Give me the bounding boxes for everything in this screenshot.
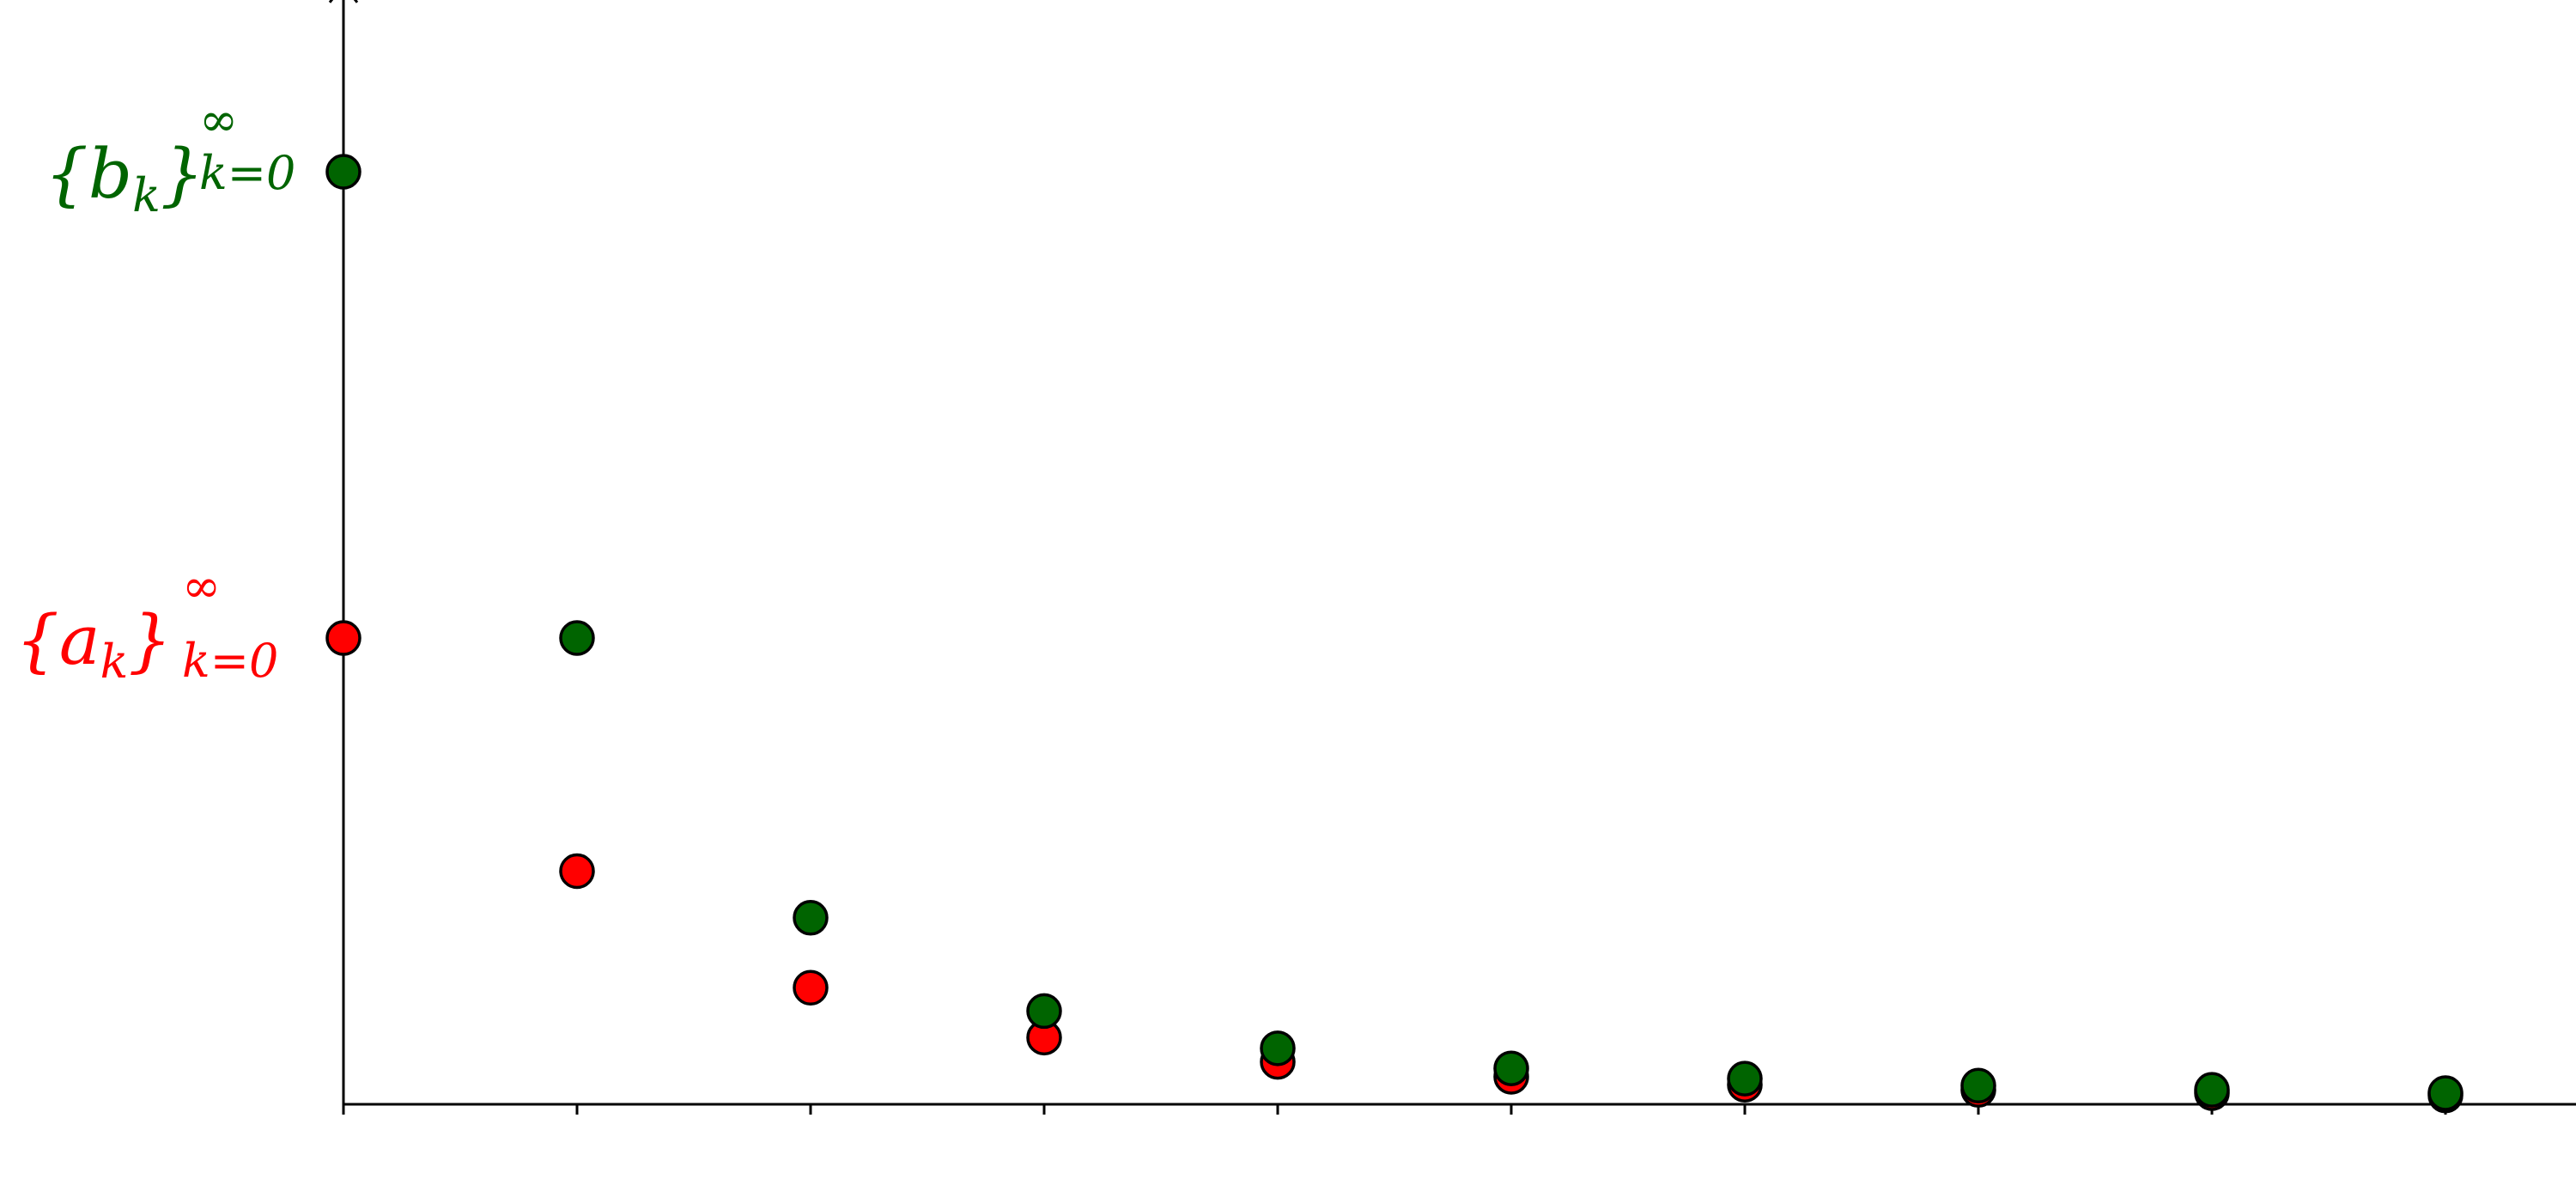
point-b-1 [559,620,595,656]
x-ticks [342,1104,2447,1115]
label-b-symbol: b [88,134,132,214]
point-b-9 [2427,1075,2464,1111]
series-label-b: {bk} [45,134,204,222]
point-a-1 [559,853,595,890]
label-b-brace-open: { [45,134,88,214]
point-a-2 [793,969,829,1006]
data-points [325,154,2464,1114]
label-a-superscript: ∞ [182,559,221,613]
point-b-6 [1727,1060,1763,1097]
point-b-4 [1260,1030,1296,1066]
point-a-0 [325,620,361,656]
label-a-brace-close: } [128,600,172,680]
label-a-subscript: k=0 [182,634,278,688]
label-b-index: k [132,168,161,222]
label-b-superscript: ∞ [199,93,238,147]
axes [328,0,2576,1106]
label-b-brace-close: } [161,134,204,214]
label-a-brace-open: { [15,600,59,680]
point-b-3 [1026,993,1062,1030]
label-a-index: k [100,635,129,689]
point-b-2 [793,900,829,936]
point-b-8 [2194,1072,2230,1108]
label-a-symbol: a [59,600,100,680]
series-label-a: {ak} [15,600,172,689]
point-b-5 [1493,1050,1529,1086]
label-b-subscript: k=0 [199,146,295,200]
point-b-7 [1960,1067,1996,1104]
point-b-0 [325,154,361,190]
